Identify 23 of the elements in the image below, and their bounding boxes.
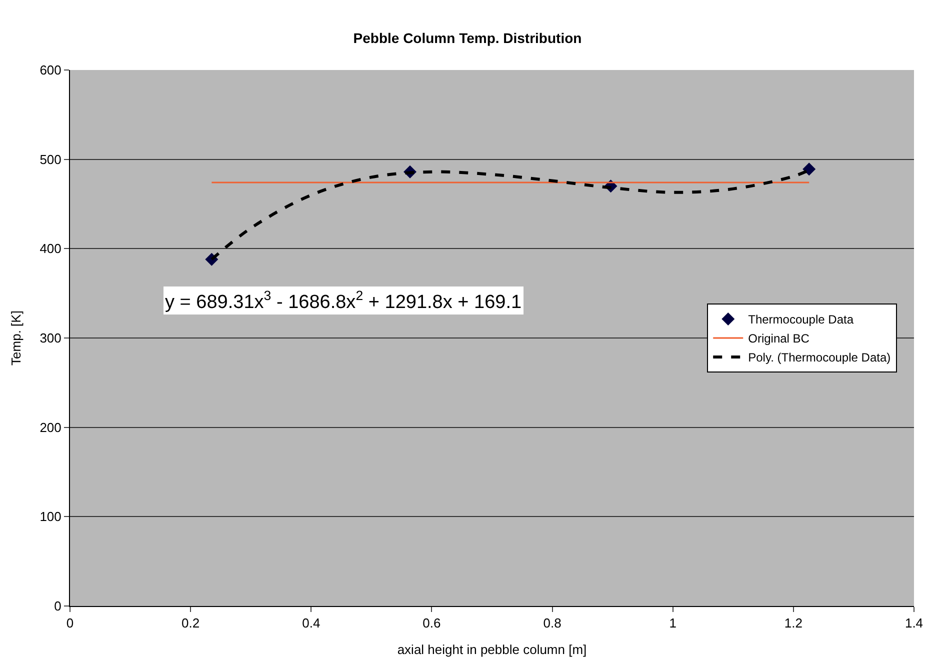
y-tick-label: 500 <box>40 152 62 167</box>
x-axis-title: axial height in pebble column [m] <box>397 642 587 658</box>
x-tick-label: 0 <box>66 616 74 631</box>
point <box>802 162 816 176</box>
chart-title: Pebble Column Temp. Distribution <box>353 30 582 46</box>
x-tick-label: 0.2 <box>182 616 200 631</box>
y-tick-label: 300 <box>40 330 62 346</box>
y-tick-label: 0 <box>54 598 62 614</box>
x-tick-label: 1.2 <box>784 616 802 631</box>
x-tick-label: 0.6 <box>422 616 441 631</box>
y-tick-label: 100 <box>40 509 62 524</box>
legend-label: Thermocouple Data <box>748 312 854 327</box>
y-axis-title: Temp. [K] <box>8 310 24 366</box>
annotation: y = 689.31x$^{3}$ - 1686.8x$^{2}$ + 1291.8x + 169.1 <box>165 288 522 313</box>
y-tick-label: 600 <box>40 62 62 78</box>
legend-label: Original BC <box>748 332 810 346</box>
x-tick-label: 1 <box>669 616 676 631</box>
y-tick-label: 400 <box>40 241 62 256</box>
y-tick-label: 200 <box>40 420 62 435</box>
x-tick-label: 0.4 <box>302 616 320 631</box>
x-tick-label: 1.4 <box>904 616 924 631</box>
legend-label: Poly. (Thermocouple Data) <box>748 350 891 365</box>
x-tick-label: 0.8 <box>543 616 562 631</box>
